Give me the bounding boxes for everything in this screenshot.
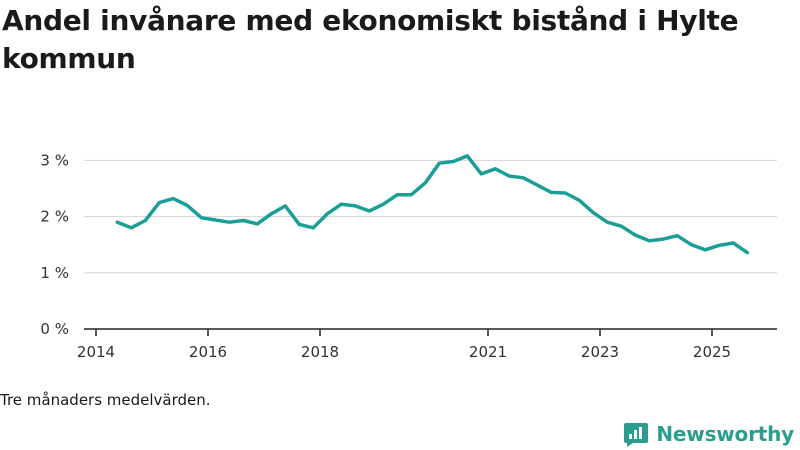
y-tick-label: 3 % — [40, 151, 69, 169]
y-tick-label: 1 % — [40, 264, 69, 282]
brand-name: Newsworthy — [656, 422, 794, 446]
x-tick-label: 2016 — [189, 343, 227, 361]
brand[interactable]: Newsworthy — [623, 420, 794, 448]
plot-lines — [115, 154, 750, 255]
y-axis: 0 % 1 % 2 % 3 % — [40, 151, 69, 338]
x-tick-label: 2014 — [77, 343, 115, 361]
x-tick-label: 2021 — [469, 343, 507, 361]
newsworthy-logo-icon — [624, 423, 649, 447]
x-tick-label: 2023 — [581, 343, 619, 361]
x-axis: 2014 2016 2018 2021 2023 2025 — [77, 328, 777, 361]
series-line — [115, 154, 750, 255]
x-tick-label: 2025 — [693, 343, 731, 361]
footnote: Tre månaders medelvärden. — [0, 391, 211, 409]
y-tick-label: 0 % — [40, 320, 69, 338]
x-tick-label: 2018 — [301, 343, 339, 361]
y-tick-label: 2 % — [40, 208, 69, 226]
chart-title: Andel invånare med ekonomiskt bistånd i … — [2, 4, 739, 75]
